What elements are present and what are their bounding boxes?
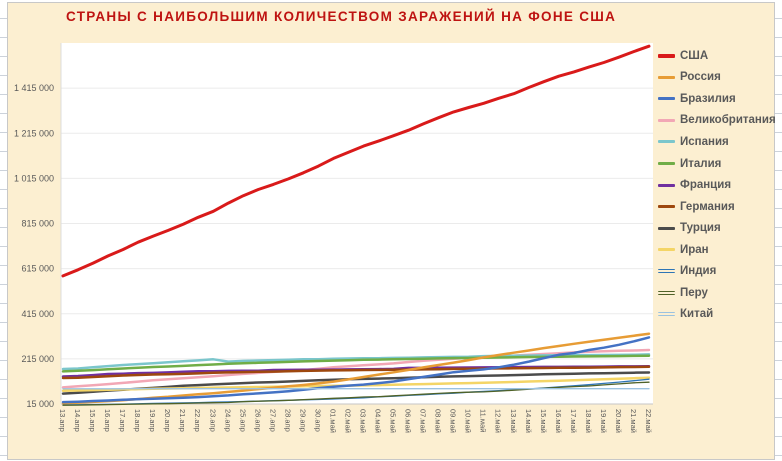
x-tick-label: 22.май — [644, 409, 653, 433]
legend-line-swatch — [658, 76, 675, 79]
legend-line-swatch — [658, 119, 675, 122]
legend-label: США — [680, 50, 708, 62]
x-tick-label: 19.апр — [148, 409, 157, 432]
x-tick-label: 21.апр — [178, 409, 187, 432]
legend-item-china[interactable]: Китай — [658, 304, 774, 326]
legend-line-swatch — [658, 312, 675, 316]
x-tick-label: 15.апр — [88, 409, 97, 432]
x-tick-label: 17.май — [569, 409, 578, 433]
x-tick-label: 15.май — [539, 409, 548, 433]
x-tick-label: 16.апр — [103, 409, 112, 432]
y-tick-label: 15 000 — [26, 399, 54, 409]
legend-item-peru[interactable]: Перу — [658, 282, 774, 304]
legend-item-iran[interactable]: Иран — [658, 239, 774, 261]
y-tick-label: 1 215 000 — [14, 128, 54, 138]
legend-line-swatch — [658, 162, 675, 165]
y-tick-label: 215 000 — [21, 354, 54, 364]
legend-label: Иран — [680, 244, 709, 256]
x-tick-label: 03.май — [359, 409, 368, 433]
x-tick-label: 09.май — [449, 409, 458, 433]
sheet-column-strip-right — [775, 0, 782, 460]
legend-line-swatch — [658, 97, 675, 100]
x-tick-label: 12.май — [494, 409, 503, 433]
x-tick-label: 21.май — [629, 409, 638, 433]
y-tick-label: 815 000 — [21, 219, 54, 229]
legend: США Россия Бразилия Великобритания Испания Ит… — [658, 45, 774, 325]
x-tick-label: 13.май — [509, 409, 518, 433]
legend-item-brazil[interactable]: Бразилия — [658, 88, 774, 110]
legend-line-swatch — [658, 248, 675, 251]
legend-label: Китай — [680, 308, 713, 320]
legend-label: Италия — [680, 158, 721, 170]
legend-label: Франция — [680, 179, 731, 191]
x-tick-label: 14.апр — [73, 409, 82, 432]
legend-item-russia[interactable]: Россия — [658, 67, 774, 89]
legend-line-swatch — [658, 140, 675, 143]
legend-label: Германия — [680, 201, 735, 213]
x-tick-label: 11.май — [479, 409, 488, 432]
legend-line-swatch — [658, 205, 675, 208]
x-tick-label: 01.май — [328, 409, 337, 433]
y-tick-label: 415 000 — [21, 309, 54, 319]
x-tick-label: 30.апр — [313, 409, 322, 432]
x-tick-label: 20.апр — [163, 409, 172, 432]
legend-item-india[interactable]: Индия — [658, 260, 774, 282]
x-tick-label: 24.апр — [223, 409, 232, 432]
sheet-column-strip-left — [0, 0, 7, 460]
legend-item-uk[interactable]: Великобритания — [658, 110, 774, 132]
y-tick-label: 1 415 000 — [14, 83, 54, 93]
x-tick-label: 20.май — [614, 409, 623, 433]
legend-item-france[interactable]: Франция — [658, 174, 774, 196]
x-tick-label: 18.апр — [133, 409, 142, 432]
x-tick-label: 18.май — [584, 409, 593, 433]
x-tick-label: 14.май — [524, 409, 533, 433]
x-tick-label: 10.май — [464, 409, 473, 433]
legend-item-turkey[interactable]: Турция — [658, 217, 774, 239]
x-tick-label: 22.апр — [193, 409, 202, 432]
legend-label: Турция — [680, 222, 721, 234]
x-tick-label: 27.апр — [268, 409, 277, 432]
legend-label: Россия — [680, 71, 721, 83]
legend-line-swatch — [658, 291, 675, 295]
x-tick-label: 23.апр — [208, 409, 217, 432]
legend-line-swatch — [658, 227, 675, 230]
chart-title: СТРАНЫ С НАИБОЛЬШИМ КОЛИЧЕСТВОМ ЗАРАЖЕНИ… — [66, 9, 666, 24]
x-tick-label: 29.апр — [298, 409, 307, 432]
x-tick-label: 25.апр — [238, 409, 247, 432]
legend-label: Великобритания — [680, 114, 776, 126]
x-tick-label: 02.май — [343, 409, 352, 433]
x-tick-label: 19.май — [599, 409, 608, 433]
legend-item-spain[interactable]: Испания — [658, 131, 774, 153]
x-tick-label: 28.апр — [283, 409, 292, 432]
x-tick-label: 06.май — [404, 409, 413, 433]
x-tick-label: 26.апр — [253, 409, 262, 432]
legend-label: Бразилия — [680, 93, 736, 105]
y-tick-label: 615 000 — [21, 264, 54, 274]
x-tick-label: 16.май — [554, 409, 563, 433]
y-tick-label: 1 015 000 — [14, 173, 54, 183]
x-tick-label: 17.апр — [118, 409, 127, 432]
legend-label: Перу — [680, 287, 708, 299]
chart-area[interactable]: 15 000 215 000 415 000 615 000 815 000 1 015 … — [7, 2, 775, 460]
legend-item-italy[interactable]: Италия — [658, 153, 774, 175]
legend-line-swatch — [658, 54, 675, 58]
legend-label: Испания — [680, 136, 729, 148]
legend-item-germany[interactable]: Германия — [658, 196, 774, 218]
x-tick-label: 07.май — [419, 409, 428, 433]
x-tick-label: 08.май — [434, 409, 443, 433]
x-tick-label: 04.май — [374, 409, 383, 433]
x-tick-label: 05.май — [389, 409, 398, 433]
legend-label: Индия — [680, 265, 716, 277]
x-tick-label: 13.апр — [58, 409, 67, 432]
legend-item-usa[interactable]: США — [658, 45, 774, 67]
legend-line-swatch — [658, 269, 675, 273]
legend-line-swatch — [658, 184, 675, 187]
